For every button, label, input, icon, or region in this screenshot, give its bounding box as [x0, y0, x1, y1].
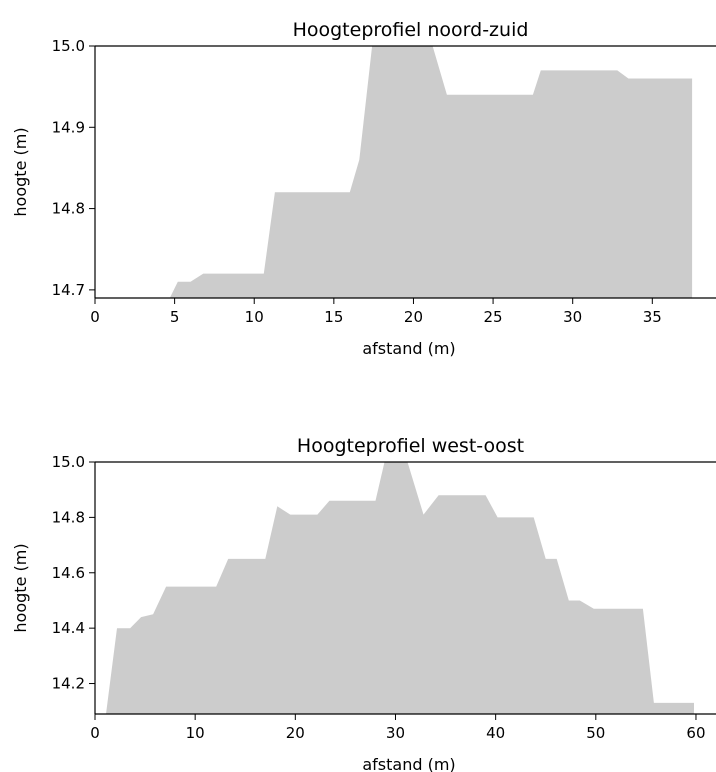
y-tick-label: 14.8: [52, 508, 85, 526]
chart-1: 0 5 10 15 20 25 30 35 14.7 14.8 14.9 15.0 Hoogteprof…: [11, 19, 716, 358]
chart-2: 0 10 20 30 40 50 60 14.2 14.4 14.6 14.8 15.0 Hoogtep…: [11, 435, 716, 772]
elevation-area: [95, 462, 694, 714]
x-tick-label: 40: [486, 724, 505, 742]
chart-title: Hoogteprofiel west-oost: [297, 435, 524, 457]
y-axis-label: hoogte (m): [11, 127, 30, 216]
x-tick-label: 0: [90, 724, 100, 742]
x-tick-label: 25: [484, 308, 503, 326]
y-tick-label: 15.0: [52, 37, 85, 55]
y-tick-label: 14.2: [52, 675, 85, 693]
x-axis-label: afstand (m): [362, 339, 455, 358]
x-axis-label: afstand (m): [362, 755, 455, 772]
chart-title: Hoogteprofiel noord-zuid: [293, 19, 529, 41]
x-tick-label: 0: [90, 308, 100, 326]
x-tick-label: 5: [170, 308, 180, 326]
x-tick-label: 10: [245, 308, 264, 326]
x-tick-label: 20: [404, 308, 423, 326]
y-tick-label: 14.8: [52, 200, 85, 218]
elevation-area: [95, 46, 693, 298]
y-axis-label: hoogte (m): [11, 543, 30, 632]
y-tick-label: 15.0: [52, 453, 85, 471]
x-tick-label: 10: [186, 724, 205, 742]
y-tick-label: 14.4: [52, 619, 85, 637]
y-tick-label: 14.7: [52, 281, 85, 299]
y-tick-label: 14.9: [52, 118, 85, 136]
x-tick-label: 50: [586, 724, 605, 742]
x-tick-label: 60: [686, 724, 705, 742]
x-tick-label: 30: [386, 724, 405, 742]
x-tick-label: 15: [324, 308, 343, 326]
x-tick-label: 20: [286, 724, 305, 742]
x-tick-label: 30: [563, 308, 582, 326]
y-tick-label: 14.6: [52, 564, 85, 582]
x-tick-label: 35: [643, 308, 662, 326]
